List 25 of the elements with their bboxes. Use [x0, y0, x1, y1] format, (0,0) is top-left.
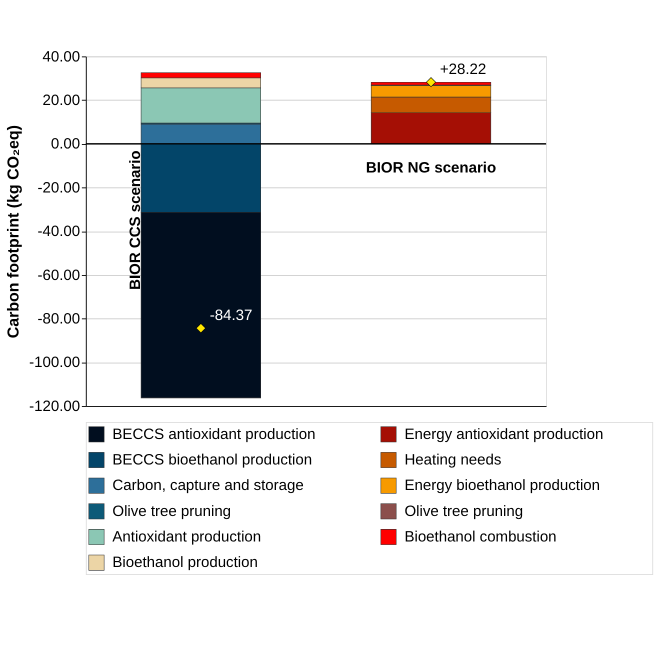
- data-label: -84.37: [210, 307, 252, 324]
- legend-label: BECCS antioxidant production: [112, 426, 316, 443]
- data-label: +28.22: [440, 61, 486, 78]
- y-tick-label: -60.00: [37, 266, 80, 284]
- legend-label: Antioxidant production: [112, 528, 262, 546]
- x-tick-label: BIOR CCS scenario: [126, 150, 144, 290]
- y-tick-label: -120.00: [29, 398, 80, 415]
- y-tick-label: -40.00: [37, 223, 80, 240]
- y-tick-label: 0.00: [50, 136, 80, 153]
- legend-label: Heating needs: [404, 451, 502, 468]
- legend-label: Energy antioxidant production: [404, 426, 604, 443]
- legend-label: Carbon, capture and storage: [112, 477, 304, 494]
- y-tick-label: -80.00: [37, 310, 80, 328]
- y-axis-title: Carbon footprint (kg CO₂eq): [5, 125, 22, 338]
- y-tick-label: -100.00: [29, 354, 80, 372]
- legend-label: Olive tree pruning: [112, 502, 232, 520]
- x-tick-label: BIOR NG scenario: [366, 159, 496, 176]
- legend-label: Olive tree pruning: [404, 502, 524, 520]
- legend-label: BECCS bioethanol production: [112, 451, 312, 468]
- y-tick-label: 40.00: [42, 48, 80, 66]
- y-tick-label: -20.00: [37, 179, 80, 196]
- legend-label: Bioethanol combustion: [404, 528, 557, 546]
- legend-label: Energy bioethanol production: [404, 477, 600, 494]
- legend-label: Bioethanol production: [112, 554, 258, 572]
- y-tick-label: 20.00: [42, 92, 80, 109]
